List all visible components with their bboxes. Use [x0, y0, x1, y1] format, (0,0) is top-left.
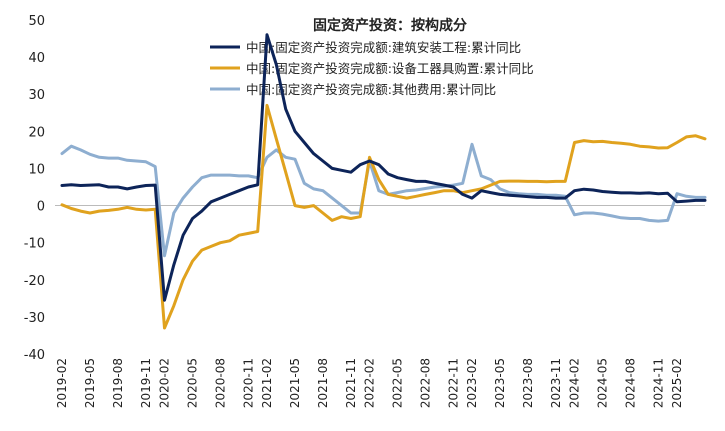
x-tick-label: 2019-02 [55, 358, 69, 408]
x-tick-label: 2022-05 [390, 358, 404, 408]
x-tick-label: 2022-11 [446, 358, 460, 408]
y-tick-label: -10 [24, 237, 45, 252]
x-tick-label: 2023-08 [521, 358, 535, 408]
y-tick-label: -20 [24, 274, 45, 289]
x-tick-label: 2024-05 [595, 358, 609, 408]
chart-title: 固定资产投资：按构成分 [313, 17, 467, 34]
y-tick-label: 40 [28, 51, 45, 66]
x-tick-label: 2019-08 [111, 358, 125, 408]
x-tick-label: 2021-05 [288, 358, 302, 408]
x-axis: 2019-02 2019-05 2019-08 2019-11 2020-02 2020-… [55, 358, 684, 408]
legend-label-2: 中国:固定资产投资完成额:设备工器具购置:累计同比 [246, 61, 534, 76]
x-tick-label: 2025-02 [670, 358, 684, 408]
legend-label-1: 中国:固定资产投资完成额:建筑安装工程:累计同比 [246, 40, 521, 55]
legend-label-3: 中国:固定资产投资完成额:其他费用:累计同比 [246, 82, 496, 97]
y-tick-label: 50 [28, 14, 45, 29]
y-tick-label: 10 [28, 162, 45, 177]
x-tick-label: 2023-02 [465, 358, 479, 408]
x-tick-label: 2022-08 [418, 358, 432, 408]
x-tick-label: 2020-08 [213, 358, 227, 408]
x-tick-label: 2024-02 [568, 358, 582, 408]
x-tick-label: 2023-11 [549, 358, 563, 408]
y-tick-label: 0 [37, 200, 45, 215]
x-tick-label: 2024-08 [623, 358, 637, 408]
x-tick-label: 2021-02 [260, 358, 274, 408]
x-tick-label: 2020-11 [241, 358, 255, 408]
x-tick-label: 2019-05 [83, 358, 97, 408]
y-axis: -40 -30 -20 -10 0 10 20 30 40 50 [24, 14, 705, 363]
series-line-2 [60, 103, 707, 330]
x-tick-label: 2023-05 [493, 358, 507, 408]
x-tick-label: 2021-11 [344, 358, 358, 408]
y-tick-label: -30 [24, 311, 45, 326]
series-layer [60, 33, 707, 330]
x-tick-label: 2024-11 [651, 358, 665, 408]
y-tick-label: 30 [28, 88, 45, 103]
legend: 中国:固定资产投资完成额:建筑安装工程:累计同比中国:固定资产投资完成额:设备工… [210, 40, 534, 97]
series-line-3 [60, 142, 707, 258]
y-tick-label: 20 [28, 125, 45, 140]
x-tick-label: 2021-08 [316, 358, 330, 408]
y-tick-label: -40 [24, 348, 45, 363]
x-tick-label: 2022-02 [363, 358, 377, 408]
x-tick-label: 2019-11 [139, 358, 153, 408]
x-tick-label: 2020-05 [185, 358, 199, 408]
x-tick-label: 2020-02 [158, 358, 172, 408]
series-line-1 [60, 33, 707, 302]
